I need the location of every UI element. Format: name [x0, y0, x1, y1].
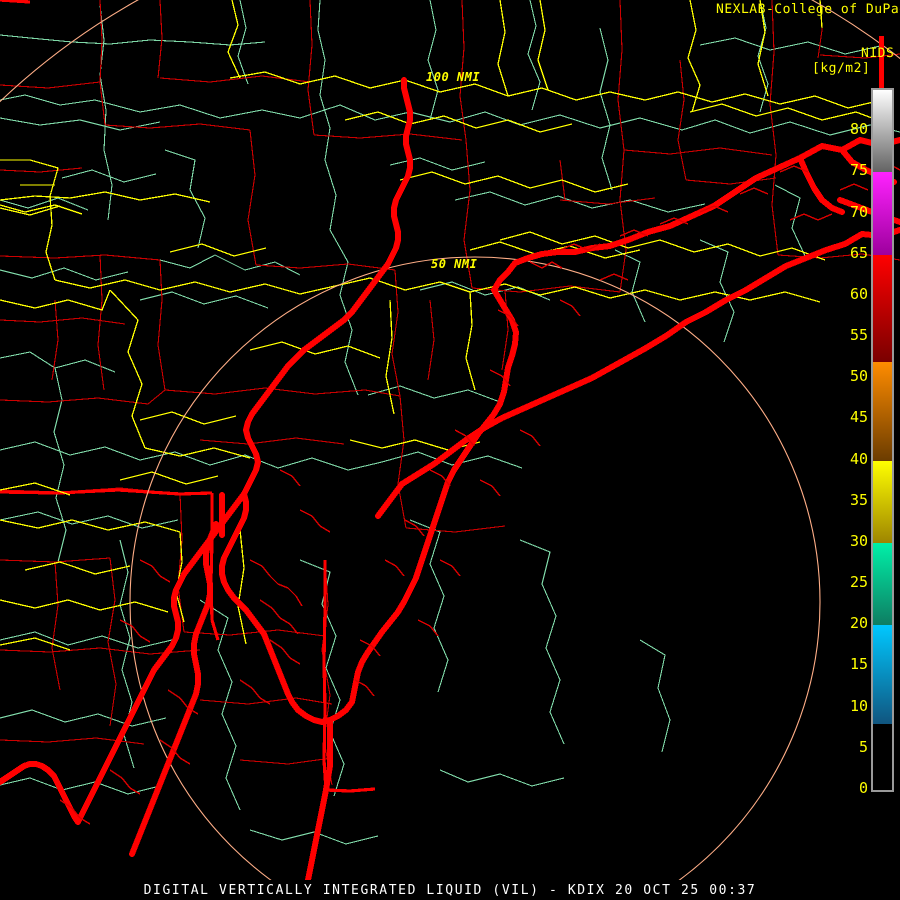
colorbar-tick-75: 75: [849, 161, 868, 180]
colorbar-band-20-30: [873, 542, 892, 626]
colorbar-gradient-bar[interactable]: [871, 88, 894, 792]
coastline-detail-layer: [59, 163, 900, 825]
colorbar-band-40-52: [873, 361, 892, 461]
product-caption-text: DIGITAL VERTICALLY INTEGRATED LIQUID (VI…: [143, 882, 757, 898]
colorbar-bands: [873, 90, 892, 790]
colorbar-tick-20: 20: [849, 614, 868, 633]
nexlab-brand-label: NEXLAB-College of DuPage: [716, 2, 900, 17]
colorbar-band-52-65: [873, 254, 892, 362]
colorbar-tick-80: 80: [849, 120, 868, 139]
colorbar-tick-70: 70: [849, 202, 868, 221]
coastline-layer: [0, 77, 900, 883]
units-label: [kg/m2]: [812, 61, 871, 76]
colorbar-band-30-40: [873, 460, 892, 543]
colorbar-tick-45: 45: [849, 408, 868, 427]
colorbar-tick-40: 40: [849, 449, 868, 468]
rivers-layer: [0, 0, 900, 845]
colorbar-tick-55: 55: [849, 326, 868, 345]
highways-layer: [0, 0, 889, 651]
nids-source-label: NIDS: [861, 46, 895, 61]
colorbar-tick-5: 5: [858, 737, 868, 756]
range-ring-label-100nmi: 100 NMI: [426, 70, 481, 84]
colorbar-tick-30: 30: [849, 531, 868, 550]
colorbar-band-75-85: [873, 90, 892, 173]
range-ring-label-50nmi: 50 NMI: [431, 257, 478, 271]
product-caption-bar: DIGITAL VERTICALLY INTEGRATED LIQUID (VI…: [0, 880, 900, 900]
colorbar-tick-65: 65: [849, 243, 868, 262]
colorbar-band-8-20: [873, 625, 892, 725]
colorbar-band-65-75: [873, 172, 892, 255]
colorbar-tick-35: 35: [849, 490, 868, 509]
colorbar-band-0-8: [873, 724, 892, 790]
colorbar-tick-25: 25: [849, 573, 868, 592]
colorbar-tick-10: 10: [849, 696, 868, 715]
colorbar[interactable]: 80 75 70 65 60 55 50 45 40 35 30 25 20 15 10 5 0: [838, 88, 900, 796]
range-ring-50nmi: [129, 256, 821, 900]
colorbar-tick-labels: 80 75 70 65 60 55 50 45 40 35 30 25 20 15 10 5 0: [838, 88, 871, 796]
colorbar-tick-60: 60: [849, 284, 868, 303]
road-segment-over-colorbar: [879, 36, 884, 90]
colorbar-tick-15: 15: [849, 655, 868, 674]
colorbar-tick-0: 0: [858, 779, 868, 797]
colorbar-tick-50: 50: [849, 367, 868, 386]
